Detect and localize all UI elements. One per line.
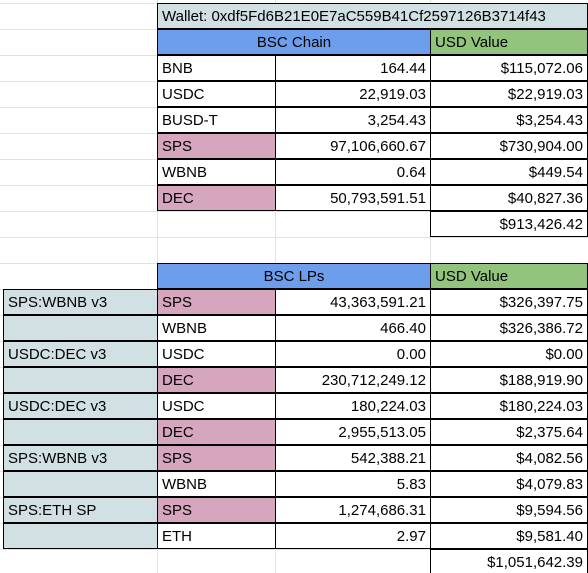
lp-usd-cell[interactable]: $4,082.56 [430,445,588,471]
lp-token-cell[interactable]: SPS [157,289,276,315]
lp-amount-cell[interactable]: 230,712,249.12 [275,367,431,393]
lp-pool-cell[interactable]: SPS:ETH SP [3,497,158,523]
chain-amount-cell[interactable]: 3,254.43 [275,107,431,133]
lp-pool-cell[interactable]: USDC:DEC v3 [3,393,158,419]
chain-amount-cell[interactable]: 0.64 [275,159,431,185]
chain-amount-cell[interactable]: 22,919.03 [275,81,431,107]
lp-pool-cell[interactable] [3,315,158,341]
chain-token-cell[interactable]: SPS [157,133,276,159]
lp-amount-cell[interactable]: 542,388.21 [275,445,431,471]
lp-usd-cell[interactable]: $180,224.03 [430,393,588,419]
lp-token-cell[interactable]: SPS [157,445,276,471]
lp-token-cell[interactable]: ETH [157,523,276,549]
lp-usd-cell[interactable]: $326,386.72 [430,315,588,341]
lp-amount-cell[interactable]: 0.00 [275,341,431,367]
chain-usd-cell[interactable]: $22,919.03 [430,81,588,107]
chain-usd-cell[interactable]: $730,904.00 [430,133,588,159]
bsc-chain-usd-value-header[interactable]: USD Value [430,29,588,55]
lp-amount-cell[interactable]: 5.83 [275,471,431,497]
chain-token-cell[interactable]: USDC [157,81,276,107]
lp-token-cell[interactable]: USDC [157,393,276,419]
lp-amount-cell[interactable]: 43,363,591.21 [275,289,431,315]
lp-token-cell[interactable]: DEC [157,367,276,393]
chain-amount-cell[interactable]: 97,106,660.67 [275,133,431,159]
chain-token-cell[interactable]: BNB [157,55,276,81]
bsc-lps-header[interactable]: BSC LPs [157,263,431,289]
lp-amount-cell[interactable]: 1,274,686.31 [275,497,431,523]
lp-token-cell[interactable]: USDC [157,341,276,367]
lp-usd-cell[interactable]: $9,581.40 [430,523,588,549]
chain-token-cell[interactable]: DEC [157,185,276,211]
lp-token-cell[interactable]: SPS [157,497,276,523]
lp-usd-cell[interactable]: $4,079.83 [430,471,588,497]
bsc-chain-header[interactable]: BSC Chain [157,29,431,55]
chain-usd-cell[interactable]: $115,072.06 [430,55,588,81]
lp-usd-cell[interactable]: $326,397.75 [430,289,588,315]
grid-row-line [0,211,588,212]
lp-pool-cell[interactable]: USDC:DEC v3 [3,341,158,367]
lp-pool-cell[interactable] [3,471,158,497]
lp-usd-cell[interactable]: $0.00 [430,341,588,367]
chain-amount-cell[interactable]: 164.44 [275,55,431,81]
chain-usd-cell[interactable]: $40,827.36 [430,185,588,211]
grid-row-line [0,237,588,238]
lp-pool-cell[interactable] [3,523,158,549]
grid-row-line [0,549,588,550]
lp-pool-cell[interactable]: SPS:WBNB v3 [3,445,158,471]
bsc-lps-total[interactable]: $1,051,642.39 [430,549,588,573]
bsc-lps-usd-value-header[interactable]: USD Value [430,263,588,289]
wallet-address-cell[interactable]: Wallet: 0xdf5Fd6B21E0E7aC559B41Cf2597126… [157,3,588,29]
lp-usd-cell[interactable]: $2,375.64 [430,419,588,445]
lp-pool-cell[interactable] [3,367,158,393]
chain-token-cell[interactable]: BUSD-T [157,107,276,133]
chain-token-cell[interactable]: WBNB [157,159,276,185]
chain-usd-cell[interactable]: $449.54 [430,159,588,185]
lp-pool-cell[interactable]: SPS:WBNB v3 [3,289,158,315]
lp-token-cell[interactable]: WBNB [157,315,276,341]
lp-amount-cell[interactable]: 2,955,513.05 [275,419,431,445]
lp-pool-cell[interactable] [3,419,158,445]
lp-token-cell[interactable]: DEC [157,419,276,445]
bsc-chain-total[interactable]: $913,426.42 [430,211,588,237]
chain-usd-cell[interactable]: $3,254.43 [430,107,588,133]
lp-amount-cell[interactable]: 180,224.03 [275,393,431,419]
chain-amount-cell[interactable]: 50,793,591.51 [275,185,431,211]
lp-token-cell[interactable]: WBNB [157,471,276,497]
lp-usd-cell[interactable]: $9,594.56 [430,497,588,523]
lp-amount-cell[interactable]: 2.97 [275,523,431,549]
lp-amount-cell[interactable]: 466.40 [275,315,431,341]
lp-usd-cell[interactable]: $188,919.90 [430,367,588,393]
